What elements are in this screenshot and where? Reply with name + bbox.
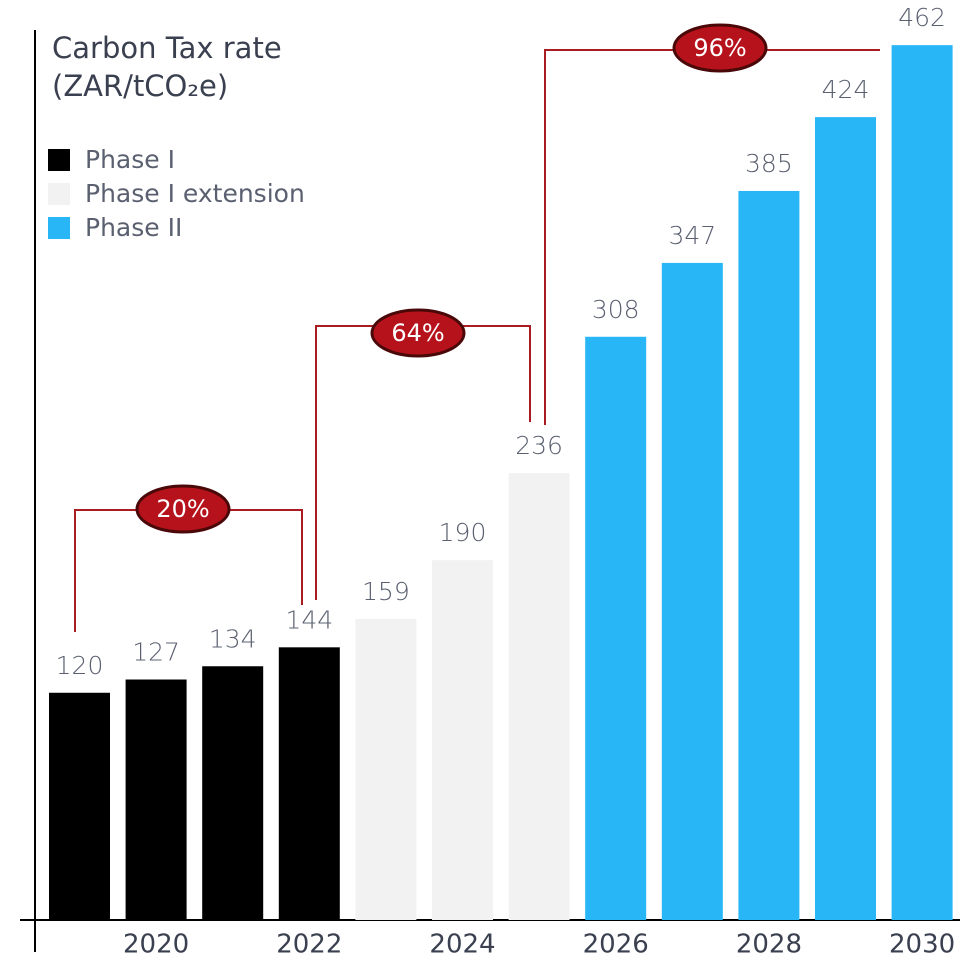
bar (355, 618, 417, 920)
legend-label: Phase I extension (85, 179, 305, 208)
bar (738, 190, 800, 920)
x-tick-label: 2024 (429, 930, 495, 959)
legend-swatch (48, 149, 70, 171)
value-label: 190 (439, 518, 487, 547)
annotation: 20% (156, 495, 209, 523)
chart-title: Carbon Tax rate (52, 31, 282, 65)
legend-label: Phase II (85, 213, 182, 242)
value-label: 134 (209, 624, 257, 653)
bar (508, 473, 570, 920)
value-label: 462 (898, 3, 946, 32)
bar (125, 679, 187, 920)
x-tick-label: 2022 (276, 930, 342, 959)
bar (661, 262, 723, 920)
x-tick-label: 2028 (736, 930, 802, 959)
legend-swatch (48, 217, 70, 239)
bar (585, 336, 647, 920)
value-label: 347 (668, 221, 716, 250)
annotation-badge (370, 308, 466, 358)
value-label: 424 (822, 75, 870, 104)
bar (432, 560, 493, 920)
bracket (544, 49, 880, 425)
brackets: 20% 64% 96% (74, 23, 880, 632)
x-tick-label: 2026 (583, 930, 649, 959)
chart-title: (ZAR/tCO₂e) (52, 69, 228, 103)
bar (202, 666, 264, 920)
annotation-badge (135, 484, 231, 534)
value-label: 159 (362, 577, 410, 606)
bar (891, 45, 953, 921)
value-label: 144 (285, 605, 333, 634)
bar (815, 117, 876, 920)
bar (278, 647, 340, 920)
legend-swatch (48, 183, 70, 205)
annotation-badge (672, 23, 768, 73)
value-label: 127 (132, 638, 180, 667)
bracket (315, 325, 531, 600)
x-tick-label: 2030 (889, 930, 955, 959)
value-label: 308 (592, 295, 640, 324)
value-label: 236 (515, 431, 563, 460)
legend-label: Phase I (85, 145, 175, 174)
x-tick-label: 2020 (123, 930, 189, 959)
bar (49, 692, 110, 920)
value-label: 120 (56, 651, 104, 680)
annotation: 64% (391, 319, 444, 347)
annotation: 96% (693, 34, 746, 62)
value-label: 385 (745, 149, 793, 178)
